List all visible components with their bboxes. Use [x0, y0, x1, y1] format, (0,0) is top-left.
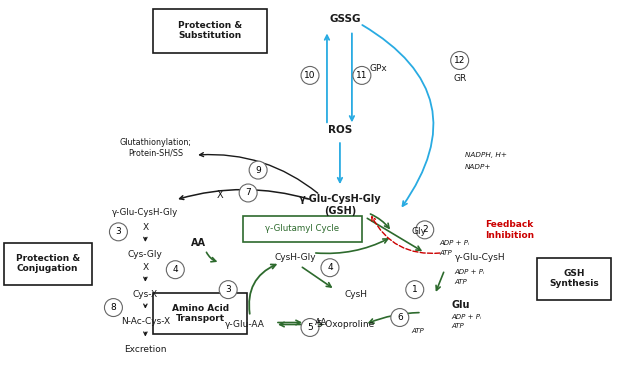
FancyBboxPatch shape [243, 216, 362, 242]
FancyBboxPatch shape [153, 9, 267, 53]
Text: NADP+: NADP+ [465, 164, 491, 170]
Circle shape [416, 221, 434, 239]
Text: 3: 3 [226, 285, 231, 294]
Text: 4: 4 [327, 263, 333, 272]
Text: GR: GR [453, 74, 466, 83]
Circle shape [301, 319, 319, 336]
Text: Cys-Gly: Cys-Gly [128, 250, 163, 259]
Text: ATP: ATP [412, 328, 424, 335]
Text: Cys-X: Cys-X [133, 290, 158, 299]
Circle shape [219, 280, 237, 299]
Text: Feedback
Inhibition: Feedback Inhibition [485, 220, 534, 240]
Circle shape [321, 259, 339, 277]
Text: X: X [142, 223, 148, 232]
Text: GSH
Synthesis: GSH Synthesis [549, 269, 599, 288]
Text: Protection &
Substitution: Protection & Substitution [178, 21, 242, 40]
Circle shape [239, 184, 257, 202]
Text: GPx: GPx [370, 64, 388, 73]
Circle shape [450, 51, 468, 70]
Circle shape [391, 308, 409, 327]
Text: ATP: ATP [452, 324, 464, 330]
Text: CysH: CysH [345, 290, 368, 299]
Text: Excretion: Excretion [124, 345, 166, 354]
Circle shape [110, 223, 128, 241]
Text: AA: AA [191, 238, 206, 248]
Circle shape [249, 161, 267, 179]
Text: γ-Glu-CysH: γ-Glu-CysH [455, 253, 505, 262]
Text: 7: 7 [245, 189, 251, 197]
Text: Gly: Gly [412, 227, 427, 236]
Text: 5-Oxoproline: 5-Oxoproline [316, 320, 374, 329]
Text: 9: 9 [255, 166, 261, 175]
Text: X: X [142, 263, 148, 272]
Text: ATP: ATP [455, 279, 467, 285]
Text: GSSG: GSSG [329, 14, 361, 24]
Text: AA: AA [315, 318, 328, 327]
Text: 12: 12 [454, 56, 465, 65]
Text: γ-Glu-AA: γ-Glu-AA [225, 320, 265, 329]
Text: 3: 3 [115, 227, 121, 236]
Text: ATP: ATP [440, 250, 452, 256]
Text: N-Ac-Cys-X: N-Ac-Cys-X [121, 317, 170, 326]
Text: 5: 5 [307, 323, 313, 332]
Text: 11: 11 [356, 71, 368, 80]
Text: Glu: Glu [452, 300, 470, 310]
Circle shape [166, 261, 184, 279]
Text: γ-Glu-CysH-Gly
(GSH): γ-Glu-CysH-Gly (GSH) [298, 194, 381, 216]
Text: Glutathionylation;
Protein-SH/SS: Glutathionylation; Protein-SH/SS [120, 138, 191, 158]
Text: 8: 8 [110, 303, 117, 312]
Text: ADP + Pᵢ: ADP + Pᵢ [452, 313, 482, 319]
Text: γ-Glutamyl Cycle: γ-Glutamyl Cycle [265, 225, 339, 233]
Text: ADP + Pᵢ: ADP + Pᵢ [440, 240, 470, 246]
FancyBboxPatch shape [538, 258, 611, 300]
Text: γ-Glu-CysH-Gly: γ-Glu-CysH-Gly [112, 208, 179, 217]
Circle shape [301, 67, 319, 84]
Circle shape [406, 280, 424, 299]
Circle shape [105, 299, 123, 316]
Text: Amino Acid
Transport: Amino Acid Transport [172, 304, 229, 323]
FancyBboxPatch shape [153, 293, 247, 335]
Text: CysH-Gly: CysH-Gly [274, 253, 316, 262]
Text: ROS: ROS [328, 125, 352, 135]
Text: 10: 10 [304, 71, 316, 80]
Circle shape [353, 67, 371, 84]
Text: 1: 1 [412, 285, 417, 294]
Text: 6: 6 [397, 313, 402, 322]
Text: Protection &
Conjugation: Protection & Conjugation [16, 254, 80, 273]
Text: 4: 4 [173, 265, 178, 274]
FancyBboxPatch shape [4, 243, 92, 285]
Text: ADP + Pᵢ: ADP + Pᵢ [455, 269, 485, 275]
Text: 2: 2 [422, 225, 427, 234]
Text: NADPH, H+: NADPH, H+ [465, 152, 506, 158]
Text: X: X [217, 190, 224, 200]
